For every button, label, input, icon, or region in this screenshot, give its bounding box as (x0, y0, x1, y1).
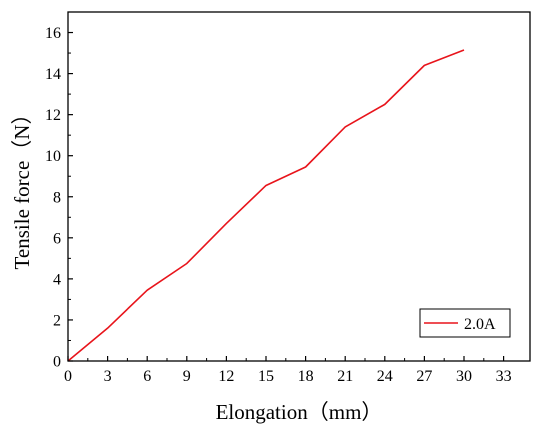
y-tick-label: 12 (45, 107, 61, 124)
x-tick-label: 9 (183, 368, 191, 385)
plot-frame (67, 11, 531, 362)
y-tick-label: 14 (45, 66, 61, 83)
x-tick-label: 3 (104, 368, 112, 385)
y-tick-label: 10 (45, 148, 61, 165)
legend: 2.0A (419, 308, 511, 338)
x-tick-label: 18 (298, 368, 314, 385)
y-tick-label: 4 (53, 271, 61, 288)
x-tick-label: 33 (496, 368, 512, 385)
x-tick-label: 15 (258, 368, 274, 385)
x-tick-label: 30 (456, 368, 472, 385)
x-axis-title: Elongation（mm） (216, 400, 383, 424)
x-tick-label: 24 (377, 368, 393, 385)
series-line-2-0a (67, 49, 465, 362)
x-tick-label: 21 (337, 368, 353, 385)
y-axis-title: Tensile force（N） (10, 104, 34, 270)
y-tick-label: 0 (53, 354, 61, 371)
y-tick-label: 2 (53, 312, 61, 329)
y-tick-label: 8 (53, 189, 61, 206)
x-tick-label: 12 (218, 368, 234, 385)
x-tick-label: 6 (143, 368, 151, 385)
x-tick-label: 27 (416, 368, 432, 385)
x-tick-label: 0 (64, 368, 72, 385)
legend-label-2-0a: 2.0A (464, 316, 496, 333)
series-layer (67, 49, 465, 362)
y-tick-label: 16 (45, 25, 61, 42)
y-tick-label: 6 (53, 230, 61, 247)
